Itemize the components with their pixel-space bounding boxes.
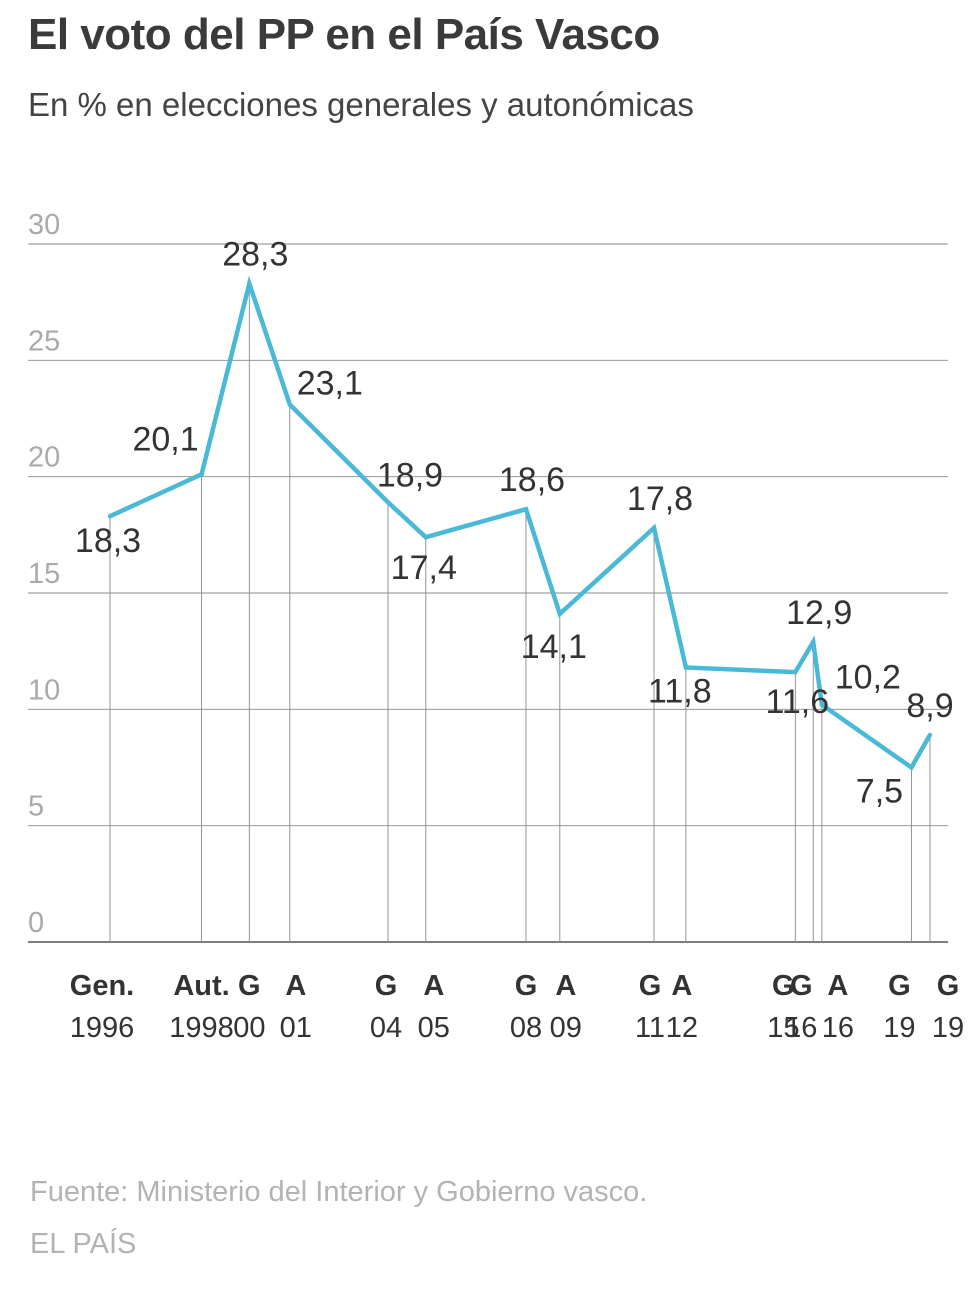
x-tick-year-label: 1998	[169, 1012, 234, 1044]
y-tick-label: 15	[28, 558, 60, 590]
data-point	[199, 472, 204, 477]
data-label: 11,8	[648, 672, 712, 710]
x-tick-type-label: A	[671, 970, 692, 1002]
data-point	[819, 702, 825, 707]
x-tick-year-label: 16	[822, 1012, 854, 1044]
x-tick-year-label: 01	[280, 1012, 312, 1044]
x-tick-year-label: 16	[785, 1012, 817, 1044]
y-tick-label: 25	[28, 325, 60, 357]
data-label: 12,9	[786, 594, 852, 632]
x-tick-type-label: A	[827, 970, 848, 1002]
x-tick-year-label: 1996	[70, 1012, 135, 1044]
x-tick-year-label: 12	[666, 1012, 698, 1044]
source-note: Fuente: Ministerio del Interior y Gobier…	[30, 1176, 648, 1208]
data-label: 28,3	[222, 236, 288, 274]
data-point	[909, 765, 914, 770]
x-tick-type-label: G	[639, 970, 662, 1002]
chart-title: El voto del PP en el País Vasco	[28, 10, 660, 59]
x-tick-type-label: A	[423, 970, 444, 1002]
x-tick-type-label: A	[555, 970, 576, 1002]
x-tick-year-label: 05	[418, 1012, 450, 1044]
x-tick-type-label: Aut.	[173, 970, 229, 1002]
data-label: 20,1	[132, 420, 198, 458]
data-point	[651, 525, 657, 531]
y-tick-label: 0	[28, 907, 44, 939]
data-label: 10,2	[835, 659, 901, 697]
x-tick-year-label: 09	[550, 1012, 582, 1044]
y-tick-label: 20	[28, 442, 60, 474]
data-label: 7,5	[856, 773, 903, 811]
data-label: 14,1	[521, 628, 587, 666]
chart-subtitle: En % en elecciones generales y autonómic…	[28, 86, 694, 123]
x-tick-type-label: G	[238, 970, 261, 1002]
data-point	[927, 732, 933, 738]
x-tick-type-label: G	[515, 970, 538, 1002]
data-label: 18,3	[75, 522, 141, 560]
x-tick-year-label: 19	[932, 1012, 964, 1044]
x-tick-type-label: G	[790, 970, 813, 1002]
data-point	[107, 514, 113, 519]
data-point	[683, 665, 689, 670]
x-tick-type-label: A	[285, 970, 306, 1002]
line-chart: 05101520253018,320,128,323,118,917,418,6…	[28, 209, 964, 1044]
data-point	[523, 507, 529, 512]
x-tick-year-label: 04	[370, 1012, 402, 1044]
data-point	[811, 639, 816, 645]
x-tick-type-label: G	[772, 970, 795, 1002]
x-tick-type-label: G	[375, 970, 398, 1002]
data-point	[793, 669, 798, 675]
x-tick-year-label: 19	[883, 1012, 915, 1044]
data-label: 17,4	[391, 549, 457, 587]
brand-label: EL PAÍS	[30, 1228, 137, 1260]
data-label: 23,1	[297, 365, 363, 403]
data-label: 11,6	[765, 683, 829, 721]
y-tick-label: 30	[28, 209, 60, 241]
data-point	[557, 611, 563, 617]
y-tick-label: 10	[28, 674, 60, 706]
data-point	[385, 500, 391, 505]
data-label: 18,6	[499, 461, 565, 499]
x-tick-year-label: 08	[510, 1012, 542, 1044]
x-tick-year-label: 15	[767, 1012, 799, 1044]
data-label: 8,9	[906, 687, 953, 725]
data-label: 17,8	[627, 480, 693, 518]
x-tick-type-label: G	[888, 970, 911, 1002]
data-point	[287, 402, 292, 407]
data-point	[247, 281, 252, 286]
x-tick-year-label: 11	[635, 1012, 665, 1044]
x-tick-type-label: G	[937, 970, 960, 1002]
x-tick-year-label: 00	[233, 1012, 265, 1044]
x-tick-type-label: Gen.	[70, 970, 134, 1002]
data-point	[423, 534, 428, 540]
y-tick-label: 5	[28, 791, 44, 823]
data-label: 18,9	[377, 456, 443, 494]
